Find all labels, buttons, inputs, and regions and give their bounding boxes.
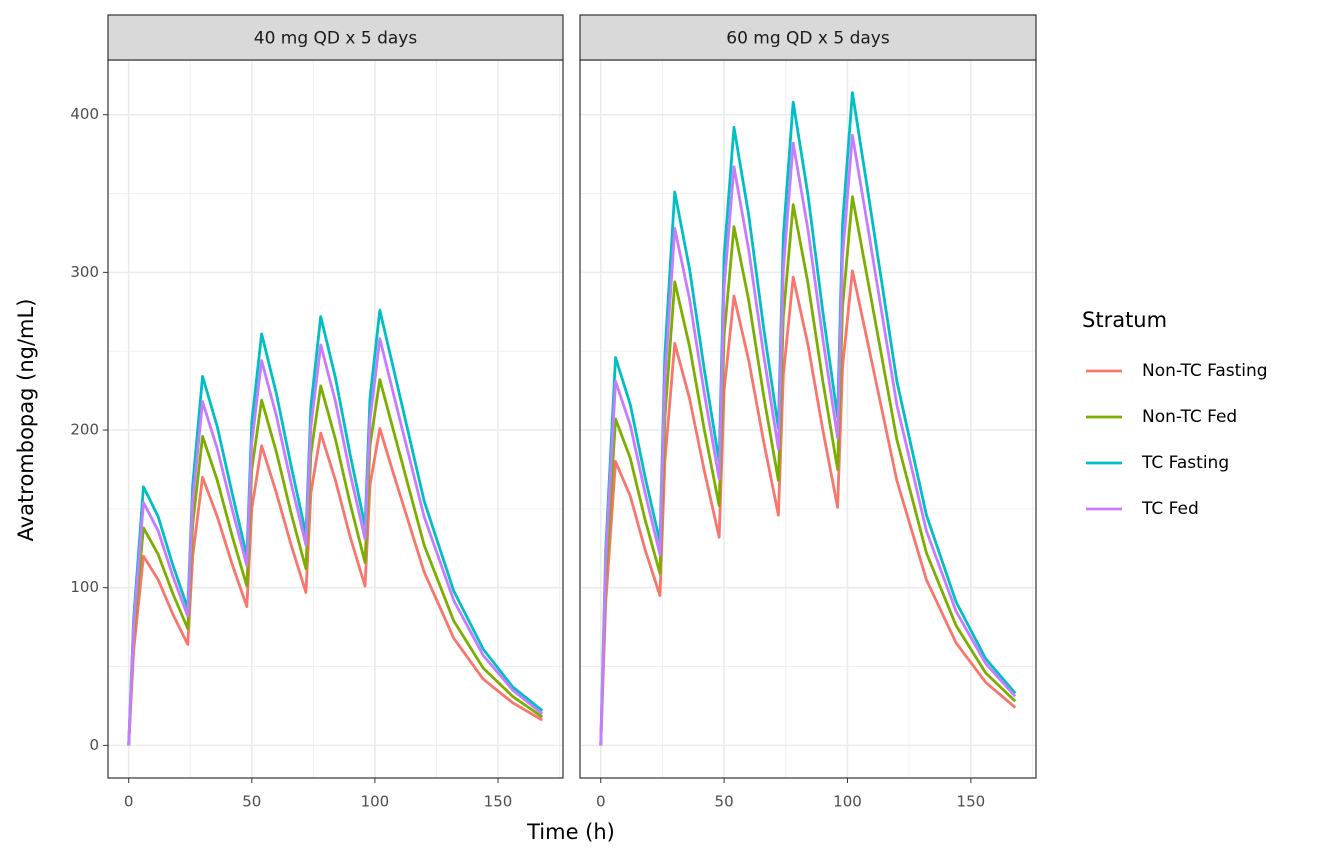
x-tick-label: 150 — [484, 793, 513, 811]
y-tick-label: 400 — [70, 105, 99, 123]
y-tick-label: 0 — [89, 736, 99, 754]
x-tick-label: 50 — [242, 793, 261, 811]
panel-background — [580, 60, 1036, 778]
legend-label: TC Fed — [1141, 499, 1199, 519]
legend-label: Non-TC Fasting — [1142, 361, 1268, 381]
legend-label: TC Fasting — [1141, 453, 1229, 473]
strip — [107, 14, 564, 61]
line-series — [599, 269, 1017, 746]
strip-title: 60 mg QD x 5 days — [726, 29, 890, 49]
line-series — [127, 427, 544, 746]
x-axis-title: Time (h) — [526, 820, 615, 844]
x-tick-label: 0 — [124, 793, 134, 811]
line-series — [599, 91, 1017, 746]
x-tick-label: 50 — [715, 793, 734, 811]
legend-label: Non-TC Fed — [1142, 407, 1237, 427]
x-tick-label: 0 — [596, 793, 606, 811]
line-series — [127, 378, 544, 746]
line-series — [127, 308, 544, 746]
x-tick-label: 100 — [361, 793, 390, 811]
x-tick-label: 100 — [833, 793, 862, 811]
line-series — [599, 133, 1017, 746]
strip-title: 40 mg QD x 5 days — [254, 29, 418, 49]
line-series — [127, 337, 544, 746]
line-series — [599, 195, 1017, 746]
y-tick-label: 300 — [70, 263, 99, 281]
y-tick-label: 200 — [70, 421, 99, 439]
y-axis-title: Avatrombopag (ng/mL) — [14, 299, 38, 542]
legend-title: Stratum — [1082, 308, 1167, 332]
x-tick-label: 150 — [957, 793, 986, 811]
y-tick-label: 100 — [70, 578, 99, 596]
strip — [579, 14, 1037, 61]
